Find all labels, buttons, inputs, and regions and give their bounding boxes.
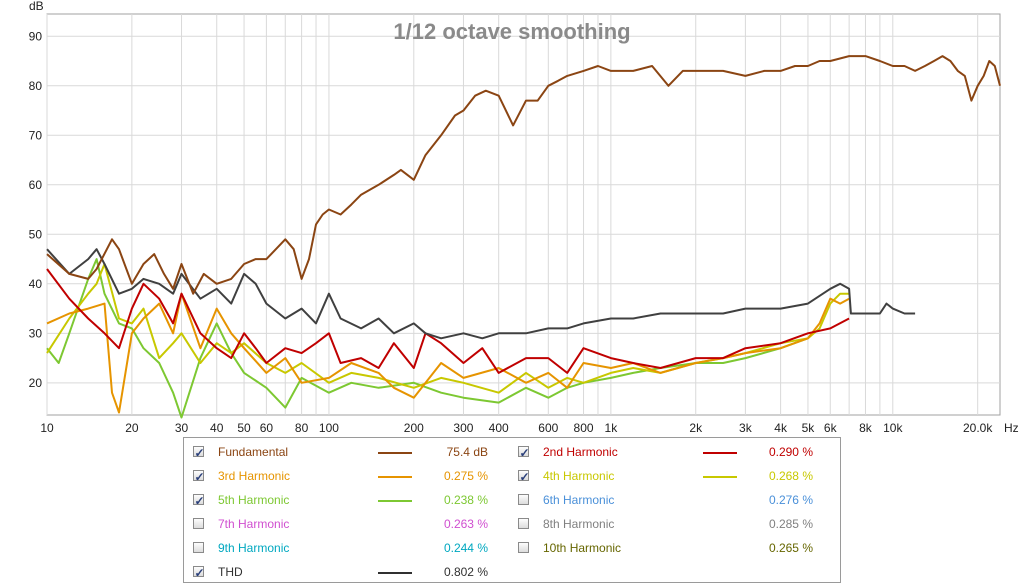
x-tick-label: 40 (210, 421, 224, 435)
x-tick-label: 300 (453, 421, 473, 435)
x-axis-unit: Hz (1004, 421, 1019, 435)
x-tick-label: 400 (489, 421, 509, 435)
legend-label: 6th Harmonic (543, 493, 615, 507)
y-tick-label: 90 (29, 29, 43, 43)
checkmark-icon: ✓ (519, 470, 530, 484)
legend-value: 0.276 % (768, 493, 813, 507)
legend-item-4th-harmonic: ✓ 4th Harmonic 0.268 % (518, 466, 828, 486)
legend-label: 7th Harmonic (218, 517, 290, 531)
checkmark-icon: ✓ (194, 494, 205, 508)
legend-checkbox-4th-harmonic[interactable]: ✓ (518, 470, 530, 484)
legend-value: 0.290 % (768, 445, 813, 459)
x-tick-label: 800 (574, 421, 594, 435)
x-tick-label: 20.0k (963, 421, 993, 435)
legend-panel: ✓ Fundamental 75.4 dB ✓ 2nd Harmonic 0.290 % ✓… (183, 437, 841, 583)
y-tick-label: 60 (29, 178, 43, 192)
legend-item-9th-harmonic: 9th Harmonic 0.244 % (193, 538, 503, 558)
legend-checkbox-10th-harmonic[interactable] (518, 542, 529, 553)
legend-label: 4th Harmonic (543, 469, 615, 483)
legend-label: Fundamental (218, 445, 289, 459)
x-tick-label: 8k (859, 421, 873, 435)
legend-checkbox-fundamental[interactable]: ✓ (193, 446, 205, 460)
legend-value: 0.268 % (768, 469, 813, 483)
x-tick-label: 200 (404, 421, 424, 435)
x-tick-label: 4k (774, 421, 788, 435)
legend-swatch-line (703, 452, 737, 454)
legend-swatch-line (378, 452, 412, 454)
legend-swatch-line (378, 476, 412, 478)
y-tick-label: 80 (29, 79, 43, 93)
legend-item-6th-harmonic: 6th Harmonic 0.276 % (518, 490, 828, 510)
y-tick-label: 30 (29, 326, 43, 340)
x-tick-label: 600 (538, 421, 558, 435)
x-tick-label: 30 (175, 421, 189, 435)
series-line-thd (46, 248, 916, 340)
legend-checkbox-thd[interactable]: ✓ (193, 566, 205, 580)
legend-value: 75.4 dB (446, 445, 488, 459)
legend-checkbox-3rd-harmonic[interactable]: ✓ (193, 470, 205, 484)
legend-item-8th-harmonic: 8th Harmonic 0.285 % (518, 514, 828, 534)
x-tick-label: 6k (824, 421, 838, 435)
legend-value: 0.263 % (443, 517, 488, 531)
x-tick-label: 60 (260, 421, 274, 435)
checkmark-icon: ✓ (194, 566, 205, 580)
legend-checkbox-9th-harmonic[interactable] (193, 542, 204, 553)
series-line-5th-harmonic (46, 258, 809, 419)
x-tick-label: 50 (237, 421, 251, 435)
legend-label: 9th Harmonic (218, 541, 290, 555)
legend-item-3rd-harmonic: ✓ 3rd Harmonic 0.275 % (193, 466, 503, 486)
y-axis-unit: dB (29, 0, 44, 13)
x-tick-label: 10 (40, 421, 54, 435)
legend-item-fundamental: ✓ Fundamental 75.4 dB (193, 442, 503, 462)
legend-checkbox-5th-harmonic[interactable]: ✓ (193, 494, 205, 508)
checkmark-icon: ✓ (194, 446, 205, 460)
legend-item-5th-harmonic: ✓ 5th Harmonic 0.238 % (193, 490, 503, 510)
x-tick-label: 100 (319, 421, 339, 435)
y-tick-label: 50 (29, 227, 43, 241)
legend-value: 0.265 % (768, 541, 813, 555)
x-tick-label: 1k (605, 421, 619, 435)
legend-checkbox-2nd-harmonic[interactable]: ✓ (518, 446, 530, 460)
legend-label: 2nd Harmonic (543, 445, 618, 459)
legend-label: 3rd Harmonic (218, 469, 291, 483)
y-tick-label: 40 (29, 277, 43, 291)
legend-checkbox-6th-harmonic[interactable] (518, 494, 529, 505)
axis-labels: 20 30 40 50 60 70 80 90 10 20 30 40 50 60 80 100 200 300 4… (29, 29, 994, 435)
legend-value: 0.275 % (443, 469, 488, 483)
legend-label: 10th Harmonic (543, 541, 622, 555)
legend-swatch-line (378, 500, 412, 502)
series-layer (46, 55, 1001, 419)
legend-swatch-line (378, 572, 412, 574)
x-tick-label: 5k (802, 421, 816, 435)
series-line-2nd-harmonic (46, 268, 850, 374)
legend-value: 0.238 % (443, 493, 488, 507)
y-tick-label: 20 (29, 376, 43, 390)
distortion-chart: 20 30 40 50 60 70 80 90 10 20 30 40 50 60 80 100 200 300 4… (29, 0, 1019, 435)
x-tick-label: 2k (689, 421, 703, 435)
legend-item-2nd-harmonic: ✓ 2nd Harmonic 0.290 % (518, 442, 828, 462)
legend-label: THD (218, 565, 243, 579)
checkmark-icon: ✓ (519, 446, 530, 460)
checkmark-icon: ✓ (194, 470, 205, 484)
legend-item-thd: ✓ THD 0.802 % (193, 562, 503, 582)
legend-checkbox-8th-harmonic[interactable] (518, 518, 529, 529)
legend-item-7th-harmonic: 7th Harmonic 0.263 % (193, 514, 503, 534)
x-tick-label: 20 (125, 421, 139, 435)
x-tick-label: 80 (295, 421, 309, 435)
x-tick-label: 10k (883, 421, 903, 435)
chart-title: 1/12 octave smoothing (393, 19, 630, 44)
legend-checkbox-7th-harmonic[interactable] (193, 518, 204, 529)
x-tick-label: 3k (739, 421, 753, 435)
legend-value: 0.285 % (768, 517, 813, 531)
legend-value: 0.802 % (443, 565, 488, 579)
y-tick-label: 70 (29, 128, 43, 142)
legend-label: 5th Harmonic (218, 493, 290, 507)
legend-label: 8th Harmonic (543, 517, 615, 531)
series-line-fundamental (46, 55, 1001, 295)
legend-value: 0.244 % (443, 541, 488, 555)
legend-swatch-line (703, 476, 737, 478)
legend-item-10th-harmonic: 10th Harmonic 0.265 % (518, 538, 828, 558)
plot-background (46, 13, 1001, 416)
